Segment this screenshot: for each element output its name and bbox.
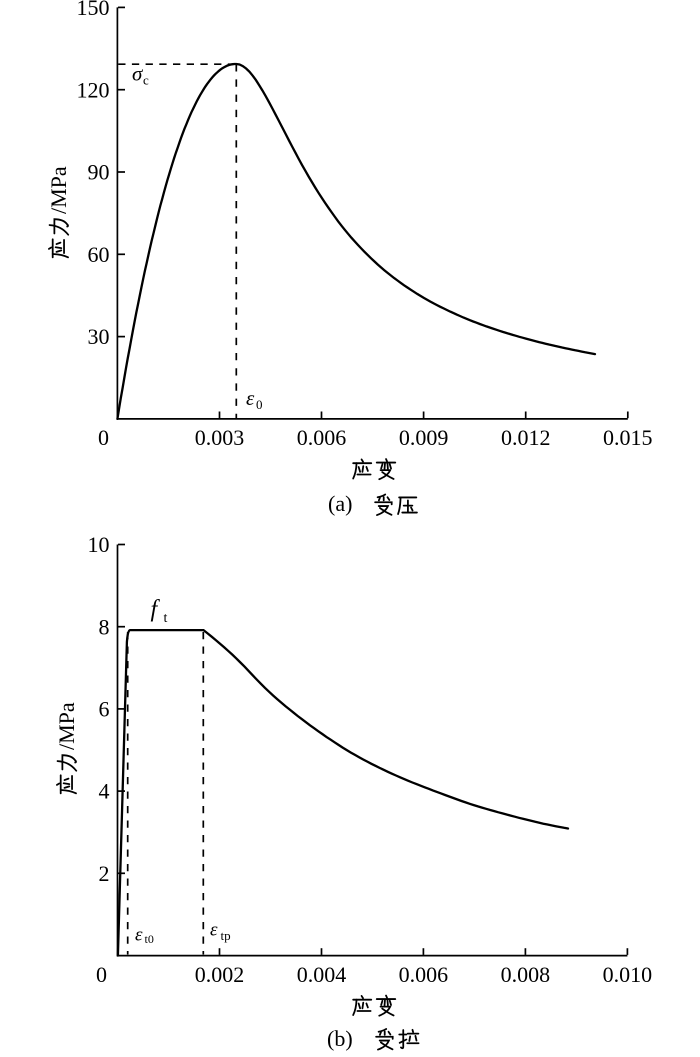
svg-text:0.003: 0.003 bbox=[195, 425, 245, 450]
svg-text:c: c bbox=[143, 73, 149, 88]
svg-text:0.008: 0.008 bbox=[501, 962, 551, 987]
svg-text:0.004: 0.004 bbox=[297, 962, 347, 987]
svg-text:/MPa: /MPa bbox=[46, 166, 71, 214]
svg-text:2: 2 bbox=[99, 861, 110, 886]
svg-text:tp: tp bbox=[221, 928, 231, 943]
svg-text:0.002: 0.002 bbox=[195, 962, 245, 987]
svg-text:0.009: 0.009 bbox=[399, 425, 449, 450]
svg-text:ε: ε bbox=[246, 386, 255, 410]
svg-text:60: 60 bbox=[88, 242, 110, 267]
svg-text:90: 90 bbox=[88, 160, 110, 185]
svg-text:0: 0 bbox=[98, 425, 109, 450]
svg-text:f: f bbox=[151, 597, 161, 623]
svg-text:t0: t0 bbox=[145, 932, 154, 946]
svg-text:0.015: 0.015 bbox=[603, 425, 653, 450]
svg-text:120: 120 bbox=[77, 77, 110, 102]
svg-text:σ: σ bbox=[132, 62, 144, 86]
svg-text:150: 150 bbox=[77, 0, 110, 20]
svg-text:t: t bbox=[164, 611, 168, 626]
svg-text:0.006: 0.006 bbox=[399, 962, 449, 987]
svg-text:10: 10 bbox=[88, 532, 110, 557]
svg-text:0: 0 bbox=[256, 397, 263, 412]
svg-text:(a): (a) bbox=[328, 491, 352, 516]
svg-text:4: 4 bbox=[99, 779, 110, 804]
svg-text:30: 30 bbox=[88, 324, 110, 349]
svg-text:/MPa: /MPa bbox=[54, 702, 79, 750]
svg-text:0: 0 bbox=[96, 962, 107, 987]
svg-text:ε: ε bbox=[135, 925, 143, 946]
svg-text:6: 6 bbox=[99, 697, 110, 722]
svg-text:ε: ε bbox=[210, 920, 218, 941]
svg-text:0.012: 0.012 bbox=[501, 425, 551, 450]
svg-text:0.006: 0.006 bbox=[297, 425, 347, 450]
svg-text:(b): (b) bbox=[327, 1026, 353, 1051]
svg-text:0.010: 0.010 bbox=[603, 962, 653, 987]
svg-text:8: 8 bbox=[99, 614, 110, 639]
